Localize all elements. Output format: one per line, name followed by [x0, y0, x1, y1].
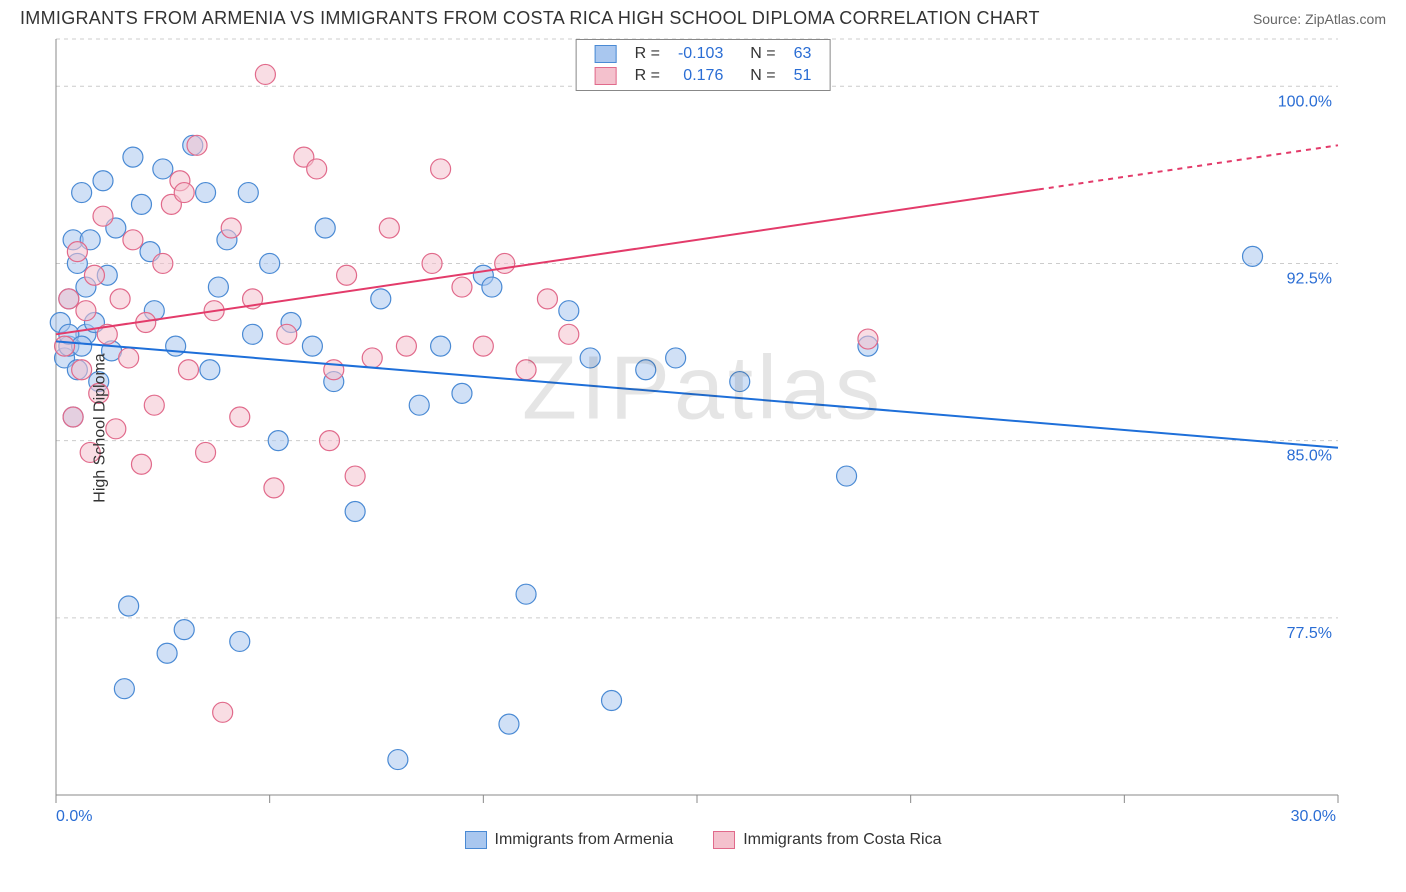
- svg-text:77.5%: 77.5%: [1287, 625, 1332, 642]
- svg-text:0.0%: 0.0%: [56, 808, 92, 823]
- chart-container: High School Diploma 77.5% 85.0% 92.5% 100.0…: [20, 33, 1386, 823]
- svg-text:92.5%: 92.5%: [1287, 270, 1332, 287]
- correlation-legend: R =-0.103 N =63 R =0.176 N =51: [576, 39, 831, 91]
- legend-item: Immigrants from Armenia: [465, 831, 674, 849]
- series-legend: Immigrants from Armenia Immigrants from C…: [0, 831, 1406, 849]
- scatter-plot: 77.5% 85.0% 92.5% 100.0% 0.0% 30.0%: [20, 33, 1360, 823]
- corr-legend-row: R =0.176 N =51: [587, 66, 820, 86]
- svg-text:30.0%: 30.0%: [1291, 808, 1336, 823]
- corr-legend-row: R =-0.103 N =63: [587, 44, 820, 64]
- chart-title: IMMIGRANTS FROM ARMENIA VS IMMIGRANTS FR…: [20, 8, 1040, 29]
- chart-source: Source: ZipAtlas.com: [1253, 11, 1386, 27]
- svg-text:100.0%: 100.0%: [1278, 93, 1332, 110]
- svg-text:85.0%: 85.0%: [1287, 448, 1332, 465]
- chart-header: IMMIGRANTS FROM ARMENIA VS IMMIGRANTS FR…: [0, 0, 1406, 33]
- legend-item: Immigrants from Costa Rica: [713, 831, 941, 849]
- y-axis-label: High School Diploma: [92, 353, 110, 502]
